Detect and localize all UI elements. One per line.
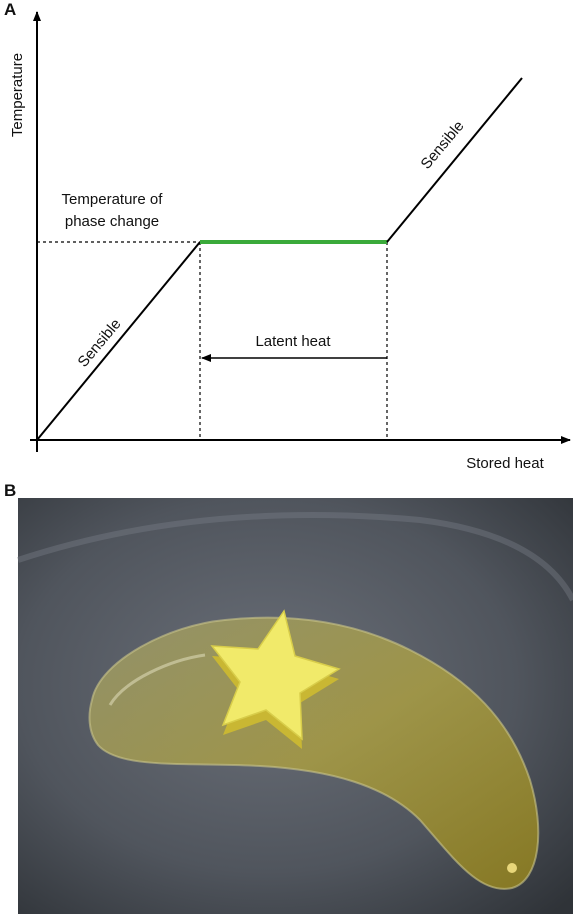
sensible-label: Sensible [418,118,468,173]
phase-change-label: Temperature of [62,191,164,208]
butter-star [210,609,341,741]
panel-label: A [4,0,16,19]
panel-a: A Temperature Stored heat Temperature of… [4,0,571,472]
oil-puddle [88,616,540,890]
x-axis-label: Stored heat [466,455,544,472]
panel-label: B [4,481,16,500]
latent-heat-label: Latent heat [255,333,331,350]
y-axis-label: Temperature [9,53,26,137]
pan-reflection [17,512,573,602]
phase-change-label: phase change [65,213,159,230]
sensible-line [36,241,201,441]
oil-glint [507,863,517,873]
panel-b: B [4,481,573,914]
oil-highlight [108,653,206,706]
sensible-line [386,77,523,243]
